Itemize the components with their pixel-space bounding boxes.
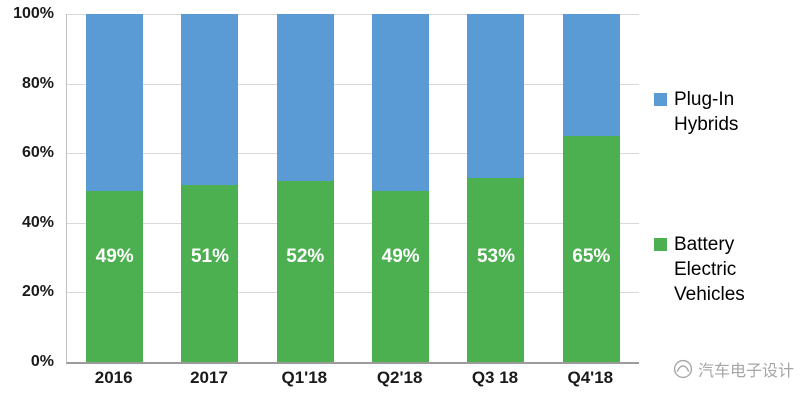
y-tick-label-40: 40% — [21, 213, 54, 231]
plug-in-hybrids-segment — [181, 14, 239, 185]
x-tick-label-2016: 2016 — [94, 368, 133, 387]
plug-in-hybrids-segment — [372, 14, 430, 192]
y-tick-label-0: 0% — [30, 353, 54, 370]
watermark-text: 汽车电子设计 — [697, 363, 794, 380]
legend-item-battery-electric-vehicles: Battery Electric Vehicles — [654, 233, 800, 307]
gridline-100 — [67, 14, 639, 15]
x-tick-label-2017: 2017 — [190, 368, 228, 387]
x-tick-label-Q2'18: Q2'18 — [376, 368, 423, 387]
bar-value-label: 49% — [381, 246, 420, 268]
legend-label-battery-electric-vehicles: Battery Electric Vehicles — [674, 234, 745, 305]
bar-slot-Q2'18: 49% — [353, 14, 448, 362]
bar-slot-Q3 18: 53% — [448, 14, 543, 362]
bar-slot-Q1'18: 52% — [258, 14, 353, 362]
x-tick-label-Q3 18: Q3 18 — [471, 368, 519, 387]
battery-electric-segment — [86, 191, 144, 362]
y-tick-label-100: 100% — [13, 5, 54, 22]
bar-value-label: 65% — [572, 246, 611, 268]
bar-Q2'18: 49% — [372, 14, 430, 362]
bar-slot-2016: 49% — [67, 14, 162, 362]
bar-2017: 51% — [181, 14, 239, 362]
battery-electric-segment — [372, 191, 430, 362]
x-tick-label-Q1'18: Q1'18 — [281, 368, 328, 387]
bar-value-label: 49% — [95, 246, 134, 268]
legend-item-plug-in-hybrids: Plug-In Hybrids — [654, 88, 800, 137]
y-tick-label-20: 20% — [21, 283, 54, 301]
bar-2016: 49% — [86, 14, 144, 362]
plug-in-hybrids-segment — [86, 14, 144, 192]
gridline-60 — [67, 153, 639, 155]
plug-in-hybrids-swatch — [654, 93, 667, 106]
bar-Q4'18: 65% — [562, 14, 620, 362]
bar-slot-2017: 51% — [162, 14, 257, 362]
y-tick-label-80: 80% — [21, 74, 54, 92]
legend: Plug-In Hybrids Battery Electric Vehicle… — [654, 88, 800, 307]
y-axis: 0% 20% 40% 60% 80% 100% — [0, 5, 58, 370]
plug-in-hybrids-segment — [562, 14, 620, 136]
legend-label-plug-in-hybrids: Plug-In Hybrids — [674, 89, 739, 135]
x-axis: 2016 2017 Q1'18 Q2'18 Q3 18 Q4'18 — [66, 368, 638, 388]
gridline-40 — [67, 222, 639, 224]
watermark-logo-icon — [673, 359, 693, 379]
bar-value-label: 53% — [476, 246, 515, 268]
battery-electric-vehicles-swatch — [654, 238, 667, 252]
gridlines — [67, 14, 639, 362]
x-tick-label-Q4'18: Q4'18 — [567, 368, 614, 387]
plug-in-hybrids-segment — [467, 14, 525, 178]
bar-slot-Q4'18: 65% — [544, 14, 639, 362]
battery-electric-segment — [181, 184, 239, 362]
plot-area: 49% 51% 52% 49% 53% 65% — [66, 14, 639, 364]
bar-Q1'18: 52% — [276, 14, 334, 362]
bar-value-label: 52% — [286, 246, 325, 268]
bar-value-label: 51% — [190, 246, 229, 268]
watermark: 汽车电子设计 — [673, 356, 794, 382]
battery-electric-segment — [467, 177, 525, 362]
gridline-80 — [67, 83, 639, 85]
bars-layer: 49% 51% 52% 49% 53% 65% — [67, 14, 639, 362]
battery-electric-segment — [562, 135, 620, 362]
bar-Q3 18: 53% — [467, 14, 525, 362]
gridline-20 — [67, 292, 639, 294]
plug-in-hybrids-segment — [276, 14, 334, 182]
y-tick-label-60: 60% — [21, 144, 54, 162]
battery-electric-segment — [276, 181, 334, 362]
